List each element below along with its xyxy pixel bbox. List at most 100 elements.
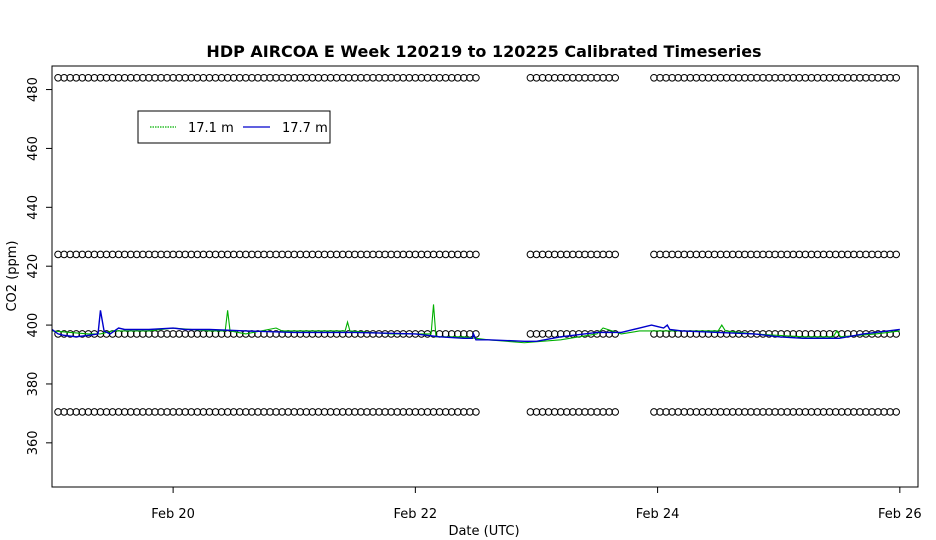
marker-point [819, 73, 828, 82]
marker-point [441, 73, 450, 82]
marker-point [369, 330, 377, 338]
marker-point [54, 73, 62, 82]
marker-point [157, 330, 165, 338]
marker-point [777, 408, 785, 416]
marker-point [175, 408, 183, 416]
marker-point [862, 408, 870, 416]
marker-point [248, 73, 256, 82]
marker-point [108, 73, 117, 82]
marker-point [771, 330, 779, 338]
chart-title: HDP AIRCOA E Week 120219 to 120225 Calib… [206, 42, 761, 61]
marker-point [405, 73, 414, 82]
marker-point [157, 250, 165, 259]
marker-point [765, 250, 773, 259]
marker-point [686, 408, 695, 416]
marker-point [66, 408, 74, 416]
marker-point [157, 408, 165, 416]
marker-point [363, 330, 371, 338]
marker-point [453, 408, 462, 416]
marker-point [405, 408, 414, 416]
marker-point [90, 408, 99, 416]
marker-point [157, 73, 165, 82]
marker-point [296, 73, 305, 82]
marker-point [78, 250, 87, 259]
marker-point [886, 73, 894, 82]
marker-point [813, 250, 822, 259]
marker-point [175, 250, 183, 259]
marker-point [181, 73, 190, 82]
marker-point [765, 408, 773, 416]
marker-point [716, 408, 725, 416]
marker-point [704, 250, 713, 259]
marker-point [599, 330, 607, 338]
marker-point [199, 408, 208, 416]
marker-point [205, 408, 214, 416]
marker-point [734, 408, 743, 416]
marker-point [132, 73, 141, 82]
marker-point [710, 408, 719, 416]
marker-point [193, 330, 202, 338]
marker-point [369, 250, 377, 259]
marker-point [783, 250, 791, 259]
marker-point [611, 330, 620, 338]
marker-point [795, 408, 804, 416]
marker-point [611, 408, 620, 416]
marker-point [532, 408, 541, 416]
marker-point [284, 73, 292, 82]
marker-point [60, 250, 68, 259]
marker-point [728, 73, 737, 82]
marker-point [417, 408, 426, 416]
marker-point [680, 73, 689, 82]
marker-point [747, 73, 755, 82]
marker-point [399, 408, 408, 416]
marker-point [599, 250, 607, 259]
y-tick-label: 400 [26, 313, 41, 338]
marker-point [710, 73, 719, 82]
marker-point [777, 73, 785, 82]
legend-label-series-1: 17.1 m [188, 121, 234, 136]
marker-point [344, 408, 353, 416]
y-axis-label: CO2 (ppm) [5, 240, 20, 311]
marker-point [892, 73, 901, 82]
marker-point [363, 250, 371, 259]
marker-point [825, 408, 834, 416]
marker-point [880, 73, 888, 82]
x-axis: Feb 20 Feb 22 Feb 24 Feb 26 [151, 487, 922, 522]
marker-point [692, 408, 701, 416]
marker-point [892, 250, 901, 259]
marker-point [387, 408, 395, 416]
marker-point [656, 250, 664, 259]
marker-point [393, 408, 401, 416]
marker-point [734, 250, 743, 259]
marker-point [807, 408, 816, 416]
marker-point [686, 250, 695, 259]
marker-point [674, 73, 682, 82]
marker-point [783, 73, 791, 82]
marker-point [765, 73, 773, 82]
marker-point [472, 73, 480, 82]
marker-point [332, 250, 341, 259]
marker-point [338, 250, 347, 259]
marker-point [765, 330, 773, 338]
marker-point [526, 330, 535, 338]
marker-point [837, 250, 846, 259]
marker-point [801, 408, 810, 416]
marker-point [241, 73, 250, 82]
marker-point [254, 250, 262, 259]
marker-point [139, 408, 147, 416]
marker-point [698, 408, 707, 416]
marker-point [375, 330, 383, 338]
marker-point [662, 250, 670, 259]
marker-point [716, 73, 725, 82]
marker-point [126, 73, 135, 82]
marker-point [338, 408, 347, 416]
marker-point [728, 250, 737, 259]
marker-point [532, 73, 541, 82]
marker-point [856, 73, 864, 82]
marker-point [435, 408, 444, 416]
marker-point [357, 73, 365, 82]
marker-point [435, 73, 444, 82]
marker-point [145, 73, 153, 82]
marker-point [314, 250, 323, 259]
marker-point [728, 408, 737, 416]
